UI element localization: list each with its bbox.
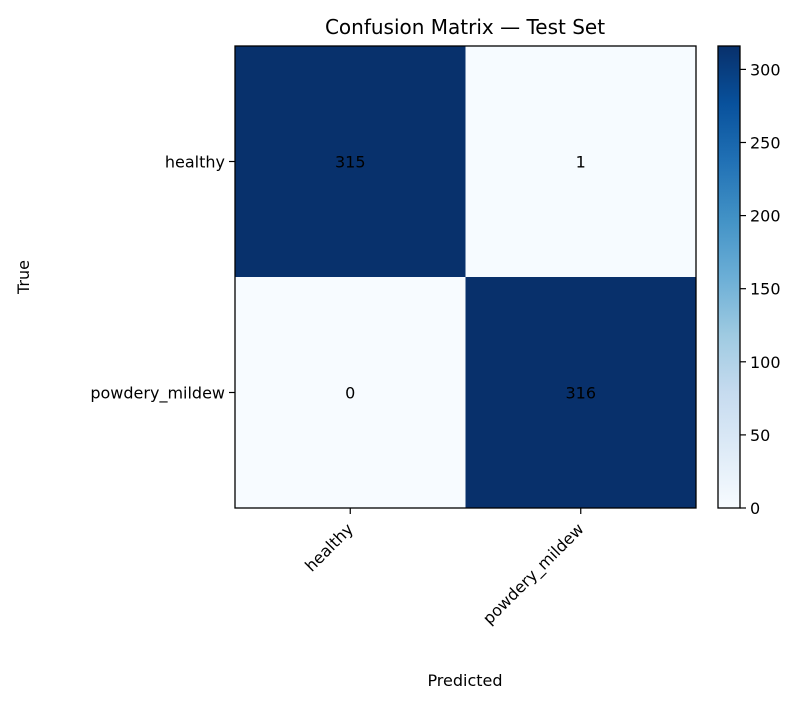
colorbar-tick-label: 100: [750, 353, 781, 372]
cell-value-label: 315: [335, 153, 366, 172]
x-axis-ticks: healthy powdery_mildew: [301, 508, 588, 629]
colorbar-tick-label: 150: [750, 280, 781, 299]
chart-title: Confusion Matrix — Test Set: [325, 15, 605, 39]
heatmap-cell: [235, 46, 466, 277]
heatmap-cell: [465, 46, 696, 277]
heatmap-cell: [235, 277, 466, 508]
colorbar-tick-label: 200: [750, 207, 781, 226]
y-axis-label: True: [14, 260, 33, 295]
y-tick-label: healthy: [165, 153, 225, 172]
x-tick-label: powdery_mildew: [479, 519, 588, 628]
colorbar: [717, 45, 741, 509]
y-axis-ticks: healthy powdery_mildew: [90, 153, 235, 404]
colorbar-tick-label: 300: [750, 60, 781, 79]
colorbar-ticks: 0 50 100 150 200 250 300: [740, 60, 781, 518]
heatmap-cell: [465, 277, 696, 508]
cell-value-label: 1: [576, 153, 586, 172]
cell-value-label: 0: [345, 384, 355, 403]
y-tick-label: powdery_mildew: [90, 384, 225, 404]
heatmap-cells: 315 1 0 316: [235, 46, 696, 508]
colorbar-tick-label: 0: [750, 499, 760, 518]
colorbar-tick-label: 250: [750, 133, 781, 152]
plot-frame: [234, 45, 697, 509]
x-axis-label: Predicted: [427, 671, 502, 690]
x-tick-label: healthy: [301, 519, 357, 575]
colorbar-tick-label: 50: [750, 426, 770, 445]
cell-value-label: 316: [565, 384, 596, 403]
